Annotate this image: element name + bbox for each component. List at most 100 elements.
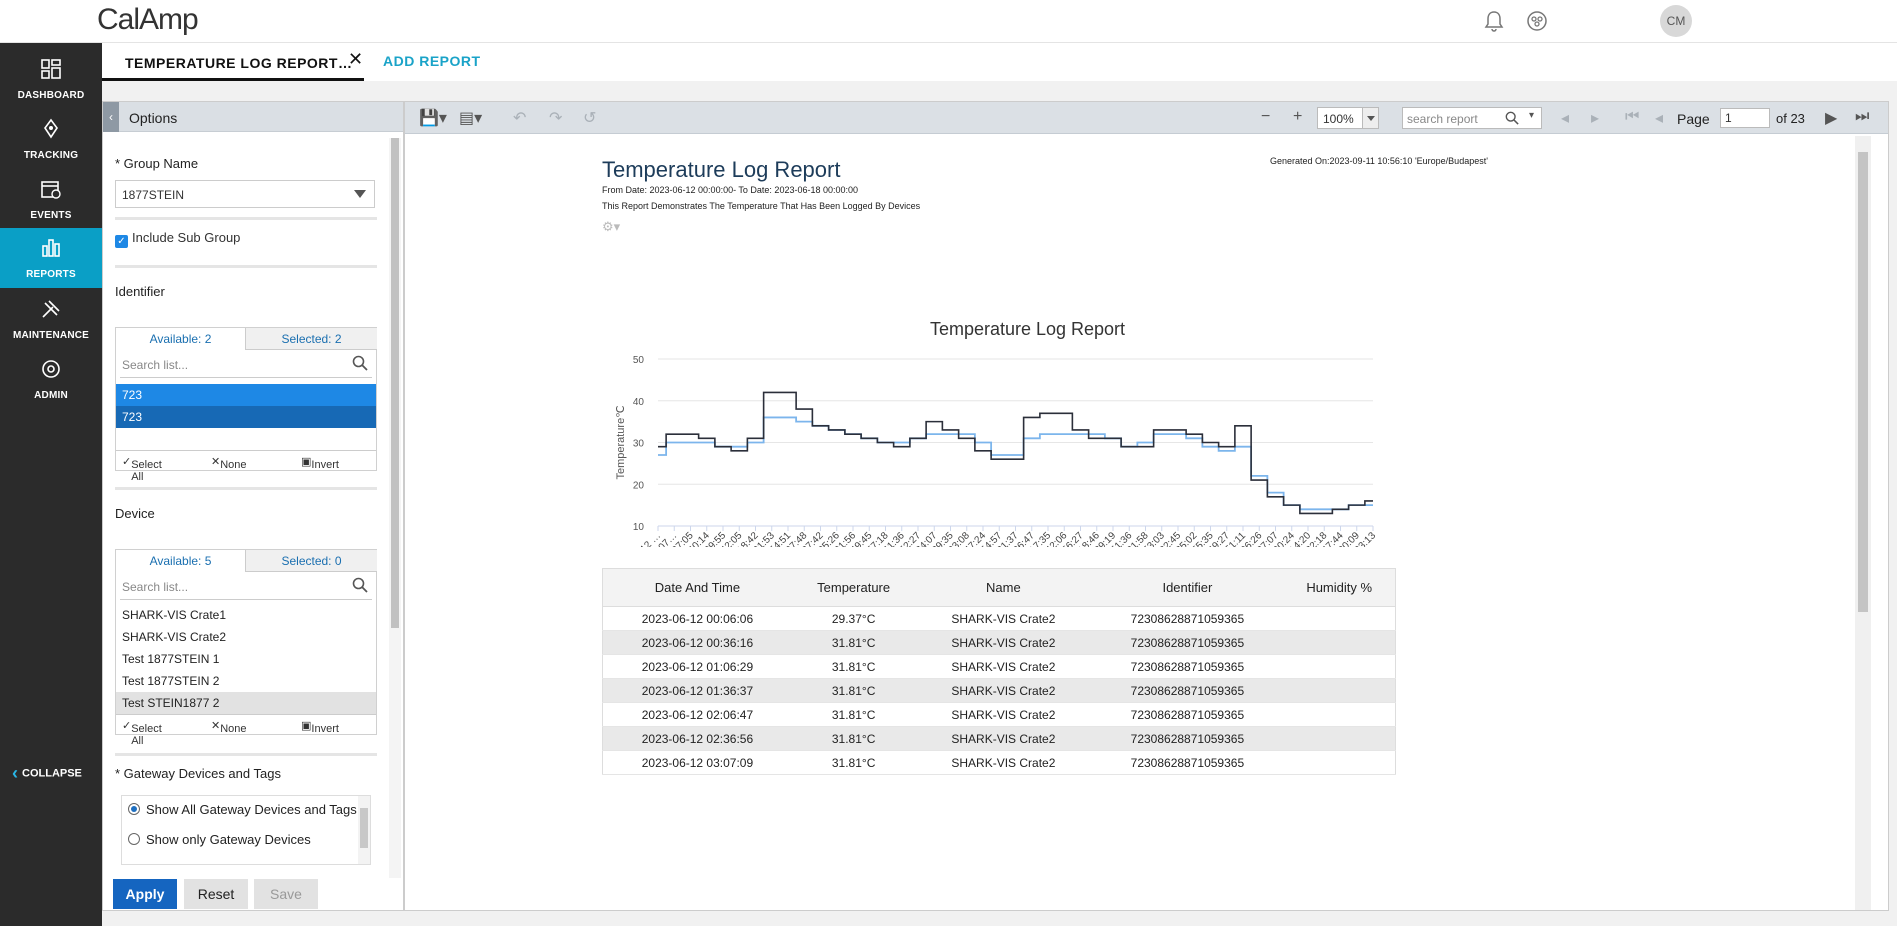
first-page-icon[interactable]: ⏮ (1625, 108, 1640, 125)
table-cell (1283, 750, 1396, 775)
y-tick-label: 20 (633, 480, 645, 491)
prev-page-icon[interactable]: ◂ (1655, 110, 1664, 127)
table-cell: 31.81°C (791, 630, 916, 655)
table-header[interactable]: Name (915, 568, 1092, 607)
table-cell: 72308628871059365 (1091, 678, 1284, 703)
radio-show-all[interactable]: Show All Gateway Devices and Tags (128, 802, 357, 817)
divider (115, 265, 377, 268)
options-buttons: Apply Reset Save (102, 876, 404, 912)
none-button[interactable]: ✕ None (211, 720, 247, 735)
table-cell: 72308628871059365 (1091, 702, 1284, 727)
zoom-select[interactable]: 100% (1317, 107, 1379, 129)
bell-icon[interactable] (1482, 9, 1506, 33)
list-item[interactable]: 723 (116, 406, 376, 428)
next-result-icon[interactable]: ▸ (1591, 110, 1600, 127)
prev-result-icon[interactable]: ◂ (1561, 110, 1570, 127)
nav-events[interactable]: EVENTS (0, 169, 102, 229)
divider (115, 753, 377, 756)
table-header[interactable]: Humidity % (1283, 568, 1396, 607)
page-input[interactable]: 1 (1720, 108, 1770, 128)
device-listbox: Available: 5 Selected: 0 Search list... … (115, 549, 377, 747)
save-button[interactable]: Save (254, 879, 318, 909)
tab-selected[interactable]: Selected: 2 (246, 328, 377, 350)
collapse-button[interactable]: ‹ COLLAPSE (12, 763, 82, 784)
search-report-input[interactable]: search report (1402, 107, 1542, 129)
avatar[interactable]: CM (1660, 5, 1692, 37)
nav-tracking[interactable]: TRACKING (0, 109, 102, 169)
radio-scrollbar[interactable] (358, 796, 370, 864)
tab-available[interactable]: Available: 5 (116, 550, 246, 572)
table-header[interactable]: Temperature (791, 568, 916, 607)
temperature-chart: Temperature Log Report 10 20 30 40 50 Temperat… (609, 319, 1379, 547)
zoom-out-icon[interactable]: − (1261, 108, 1271, 125)
tab-selected[interactable]: Selected: 0 (246, 550, 377, 572)
list-item[interactable]: SHARK-VIS Crate2 (122, 630, 227, 644)
table-header[interactable]: Date And Time (602, 568, 792, 607)
gateway-label: * Gateway Devices and Tags (115, 766, 281, 781)
invert-button[interactable]: ▣ Invert (301, 720, 339, 735)
search-icon[interactable] (1505, 111, 1519, 125)
table-cell: 2023-06-12 02:06:47 (602, 702, 792, 727)
list-item[interactable]: Test 1877STEIN 1 (122, 652, 220, 666)
include-sub-group-checkbox[interactable]: ✓ Include Sub Group (115, 230, 240, 248)
list-item[interactable]: Test STEIN1877 2 (116, 692, 376, 714)
nav-admin[interactable]: ADMIN (0, 349, 102, 409)
table-cell: 72308628871059365 (1091, 630, 1284, 655)
list-item[interactable]: 723 (116, 384, 376, 406)
save-icon[interactable]: 💾▾ (419, 110, 447, 127)
nav-dashboard[interactable]: DASHBOARD (0, 49, 102, 109)
device-search-input[interactable]: Search list... (120, 572, 372, 600)
tab-temperature-log[interactable]: TEMPERATURE LOG REPORT… ✕ (102, 43, 364, 81)
table-row: 2023-06-12 03:07:09 31.81°C SHARK-VIS Crat… (602, 750, 1396, 775)
next-page-icon[interactable]: ▶ (1825, 110, 1838, 127)
report-table: Date And Time Temperature Name Identifier Hu… (602, 568, 1396, 775)
zoom-in-icon[interactable]: + (1293, 108, 1303, 125)
radio-show-gateway-only[interactable]: Show only Gateway Devices (128, 832, 311, 847)
chart-settings-icon[interactable]: ⚙▾ (602, 219, 621, 234)
identifier-search-input[interactable]: Search list... (120, 350, 372, 378)
last-page-icon[interactable]: ⏭ (1855, 108, 1870, 125)
tab-available[interactable]: Available: 2 (116, 328, 246, 350)
undo-icon[interactable]: ↶ (513, 110, 527, 127)
search-options-icon[interactable]: ▾ (1529, 110, 1535, 121)
y-tick-label: 40 (633, 397, 645, 408)
table-cell: 72308628871059365 (1091, 654, 1284, 679)
redo-icon[interactable]: ↷ (549, 110, 563, 127)
collapse-options-icon[interactable]: ‹ (103, 102, 119, 132)
table-cell: 2023-06-12 03:07:09 (602, 750, 792, 775)
table-row: 2023-06-12 02:06:47 31.81°C SHARK-VIS Crat… (602, 702, 1396, 727)
refresh-icon[interactable]: ↺ (583, 110, 597, 127)
table-cell: SHARK-VIS Crate2 (915, 726, 1092, 751)
top-bar: CalAmp CM (0, 0, 1897, 43)
list-item[interactable]: Test 1877STEIN 2 (122, 674, 220, 688)
divider (115, 487, 377, 490)
nav-label: EVENTS (30, 210, 72, 221)
radio-icon (128, 833, 140, 845)
nav-reports[interactable]: REPORTS (0, 228, 102, 288)
radio-icon (128, 803, 140, 815)
apps-icon[interactable] (1525, 9, 1549, 33)
report-document: Temperature Log Report Generated On:2023… (405, 135, 1853, 911)
table-cell: SHARK-VIS Crate2 (915, 630, 1092, 655)
admin-icon (42, 360, 60, 378)
nav-maintenance[interactable]: MAINTENANCE (0, 289, 102, 349)
apply-button[interactable]: Apply (113, 879, 177, 909)
list-item[interactable]: SHARK-VIS Crate1 (122, 608, 227, 622)
add-report-button[interactable]: ADD REPORT (383, 53, 481, 69)
table-cell: 2023-06-12 02:36:56 (602, 726, 792, 751)
select-all-button[interactable]: ✓ Select All (122, 720, 162, 747)
invert-button[interactable]: ▣ Invert (301, 456, 339, 471)
table-cell: 31.81°C (791, 702, 916, 727)
options-scrollbar[interactable] (389, 138, 401, 878)
close-icon[interactable]: ✕ (348, 49, 364, 69)
none-button[interactable]: ✕ None (211, 456, 247, 471)
export-icon[interactable]: ▤▾ (459, 110, 483, 127)
table-header[interactable]: Identifier (1091, 568, 1284, 607)
reset-button[interactable]: Reset (184, 879, 248, 909)
select-all-button[interactable]: ✓ Select All (122, 456, 162, 483)
table-row: 2023-06-12 00:06:06 29.37°C SHARK-VIS Crat… (602, 606, 1396, 631)
table-row: 2023-06-12 02:36:56 31.81°C SHARK-VIS Crat… (602, 726, 1396, 751)
chevron-left-icon: ‹ (12, 763, 18, 783)
group-name-select[interactable]: 1877STEIN (115, 180, 375, 208)
viewer-scrollbar[interactable] (1855, 136, 1871, 910)
